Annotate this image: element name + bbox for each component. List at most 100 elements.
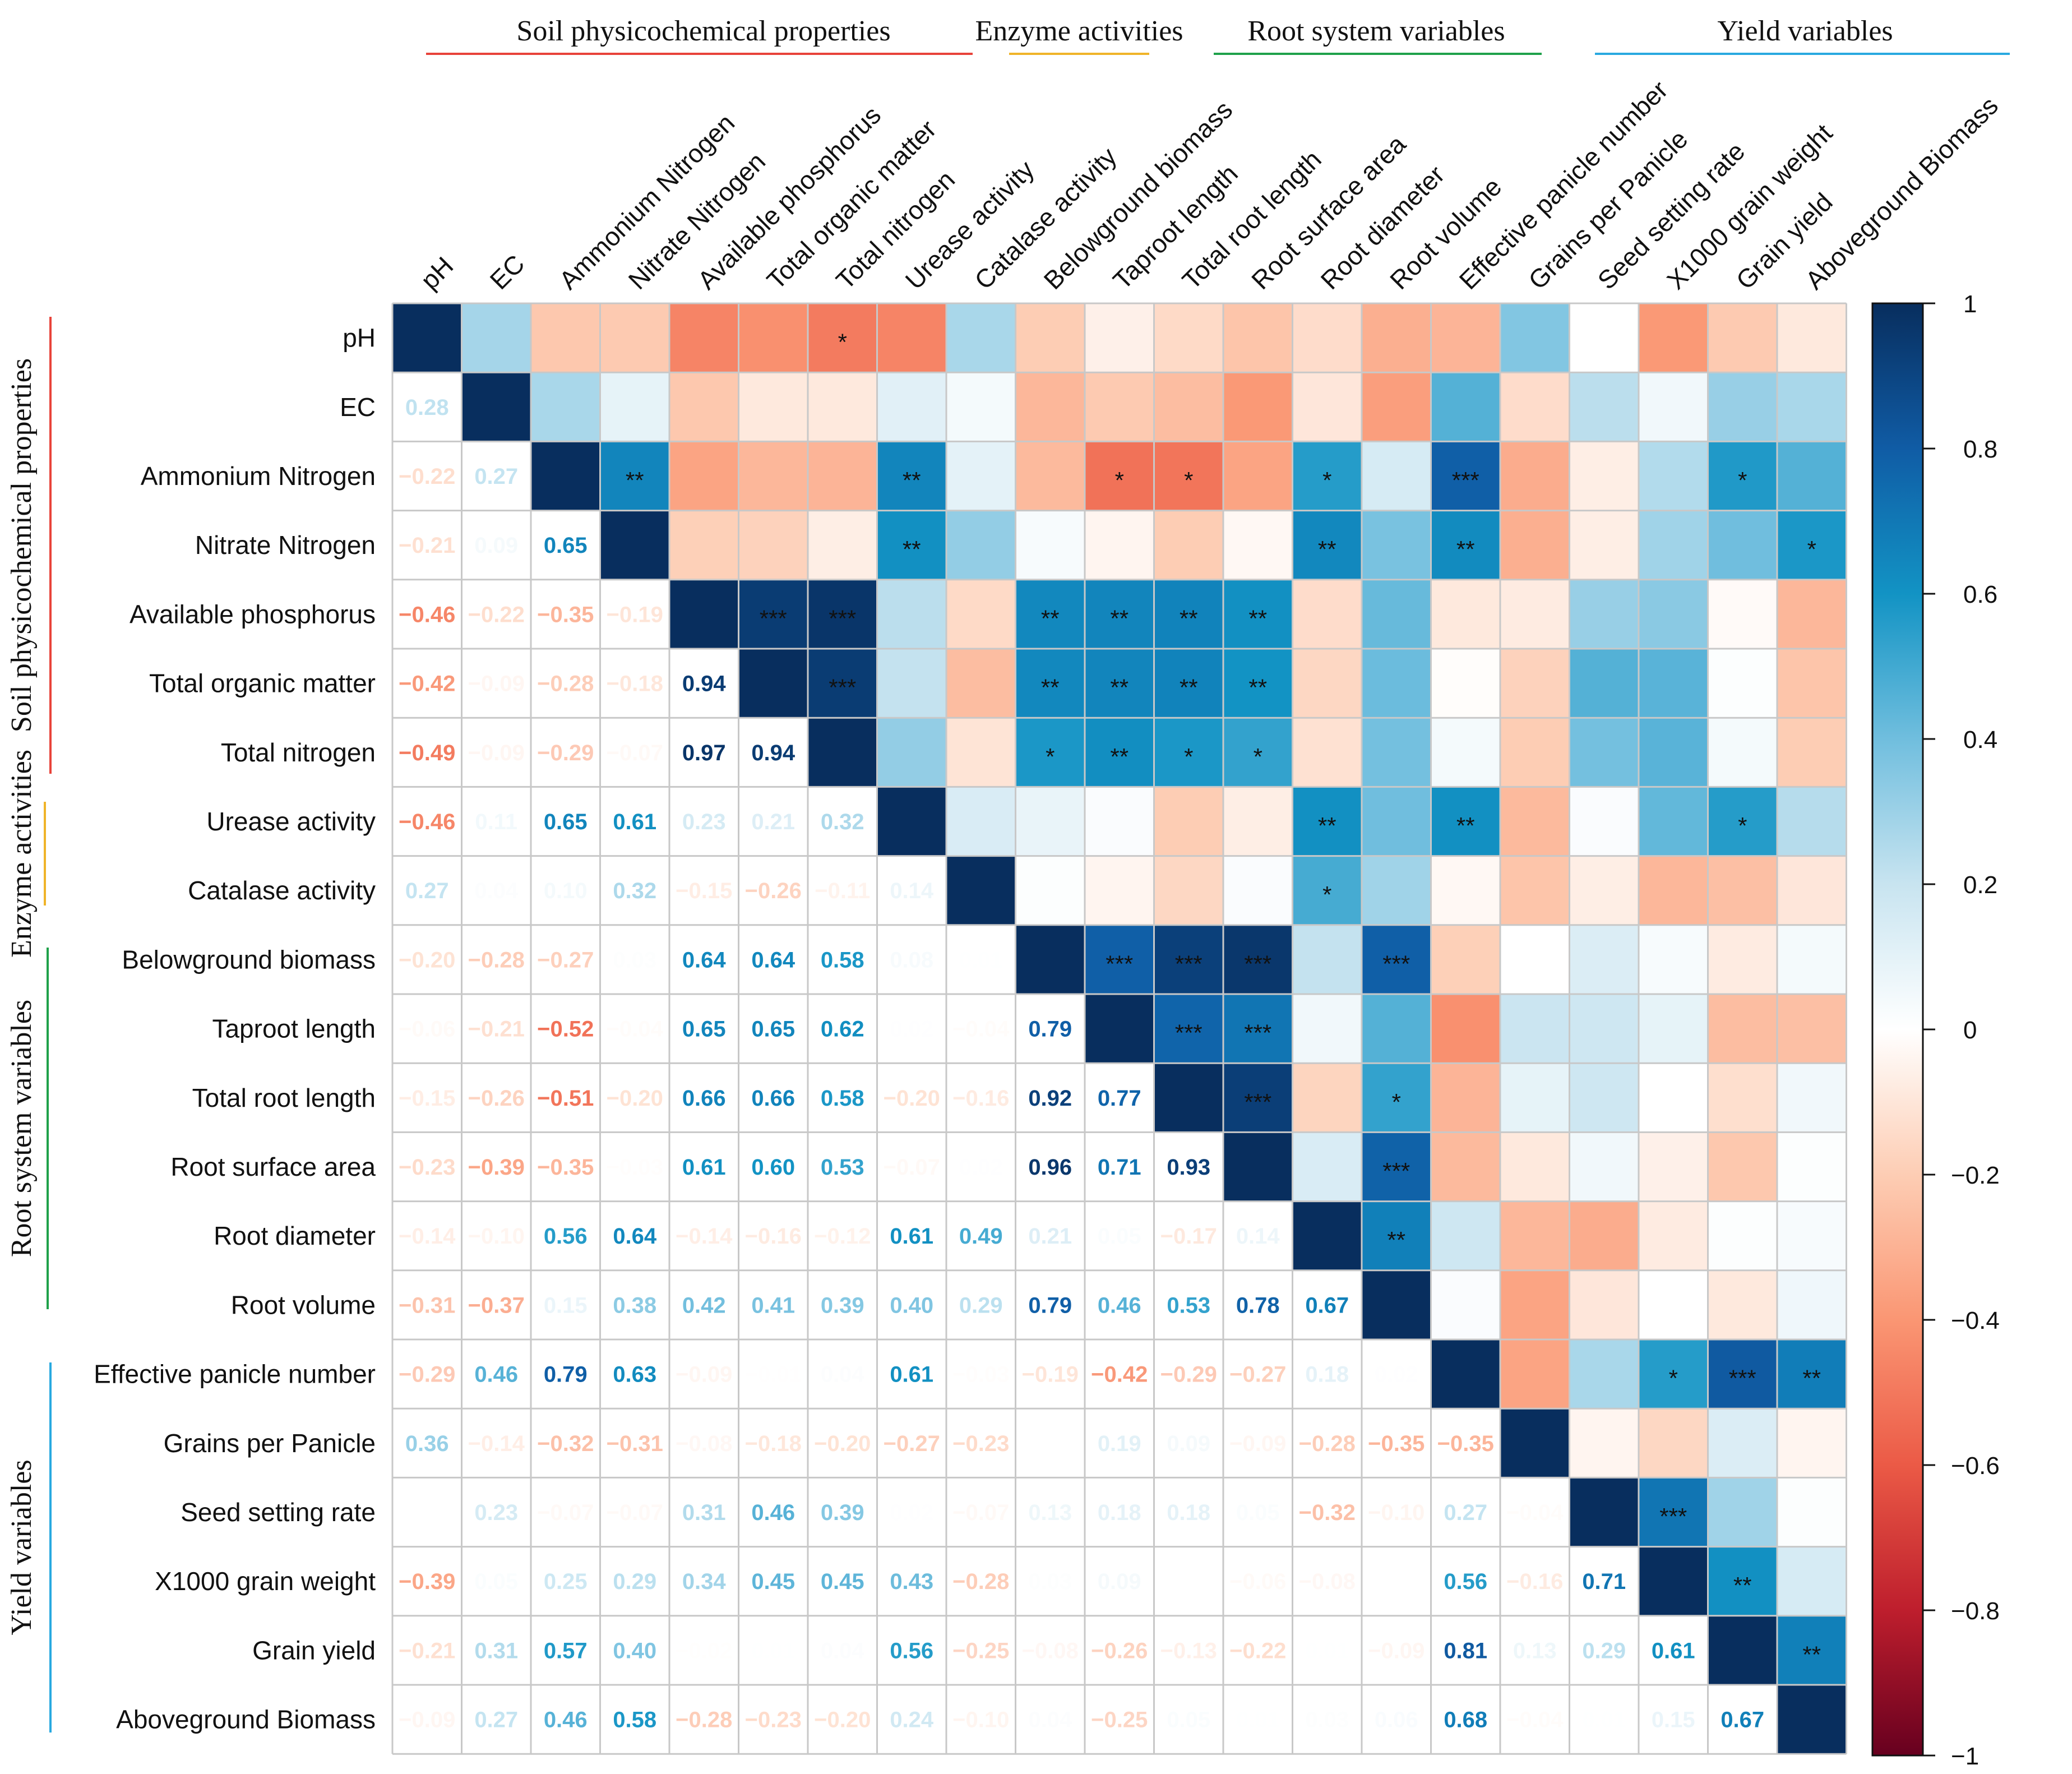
cell-value-14-11: 0.53 bbox=[1167, 1293, 1210, 1318]
cell-square-4-12 bbox=[1223, 579, 1293, 649]
cell-square-0-3 bbox=[600, 303, 669, 373]
star-3-13: ** bbox=[1318, 536, 1336, 562]
cell-square-11-16 bbox=[1500, 1063, 1570, 1133]
cell-square-6-8 bbox=[946, 718, 1016, 787]
cell-value-14-1: −0.37 bbox=[468, 1293, 525, 1318]
cell-value-18-5: 0.45 bbox=[751, 1569, 795, 1594]
cell-value-15-14: 0.02 bbox=[1375, 1362, 1418, 1387]
cell-value-18-2: 0.25 bbox=[544, 1569, 588, 1594]
cell-value-19-5: 0.01 bbox=[751, 1638, 795, 1663]
cell-value-12-8: 0.02 bbox=[959, 1155, 1003, 1180]
cell-value-16-7: −0.27 bbox=[884, 1431, 940, 1456]
cell-square-7-11 bbox=[1154, 787, 1223, 856]
cell-square-0-5 bbox=[738, 303, 808, 373]
cell-square-11-15 bbox=[1431, 1063, 1500, 1133]
cell-square-9-17 bbox=[1569, 925, 1639, 994]
cell-square-3-5 bbox=[738, 510, 808, 580]
star-11-12: *** bbox=[1244, 1089, 1271, 1115]
cell-square-19-19 bbox=[1708, 1615, 1777, 1685]
cell-value-6-3: −0.07 bbox=[607, 741, 663, 765]
cell-square-3-6 bbox=[808, 510, 877, 580]
star-13-14: ** bbox=[1387, 1227, 1405, 1253]
cell-square-0-6 bbox=[808, 303, 877, 373]
cell-square-10-20 bbox=[1777, 994, 1847, 1064]
cell-value-14-10: 0.46 bbox=[1098, 1293, 1141, 1318]
cell-square-16-19 bbox=[1708, 1408, 1777, 1478]
cell-value-16-4: −0.08 bbox=[676, 1431, 732, 1456]
cell-square-6-9 bbox=[1015, 718, 1085, 787]
row-label-7: Urease activity bbox=[206, 807, 376, 836]
cell-square-8-12 bbox=[1223, 856, 1293, 925]
cell-value-15-12: −0.27 bbox=[1229, 1362, 1286, 1387]
cell-square-0-18 bbox=[1639, 303, 1708, 373]
cell-square-5-12 bbox=[1223, 649, 1293, 718]
cell-square-7-15 bbox=[1431, 787, 1500, 856]
cell-value-11-7: −0.20 bbox=[884, 1086, 940, 1111]
cell-square-8-18 bbox=[1639, 856, 1708, 925]
cell-value-13-8: 0.49 bbox=[959, 1224, 1003, 1249]
cell-value-19-12: −0.22 bbox=[1229, 1638, 1286, 1663]
cell-square-9-19 bbox=[1708, 925, 1777, 994]
cell-square-3-17 bbox=[1569, 510, 1639, 580]
star-2-10: * bbox=[1115, 467, 1124, 493]
cell-square-5-6 bbox=[808, 649, 877, 718]
cell-square-7-19 bbox=[1708, 787, 1777, 856]
star-2-11: * bbox=[1184, 467, 1193, 493]
cell-value-17-4: 0.31 bbox=[682, 1500, 726, 1525]
row-label-20: Aboveground Biomass bbox=[116, 1705, 376, 1734]
star-18-19: ** bbox=[1733, 1572, 1752, 1599]
col-label-13: Root diameter bbox=[1315, 160, 1450, 295]
cell-value-12-11: 0.93 bbox=[1167, 1155, 1210, 1180]
cell-value-17-16: −0.04 bbox=[1506, 1500, 1564, 1525]
group-title-left-3: Yield variables bbox=[6, 1459, 38, 1635]
cell-value-19-8: −0.25 bbox=[952, 1638, 1009, 1663]
group-title-top-1: Enzyme activities bbox=[975, 15, 1183, 47]
star-17-18: *** bbox=[1659, 1503, 1687, 1530]
cell-square-8-19 bbox=[1708, 856, 1777, 925]
cell-value-11-1: −0.26 bbox=[468, 1086, 525, 1111]
cell-square-4-9 bbox=[1015, 579, 1085, 649]
cell-square-10-18 bbox=[1639, 994, 1708, 1064]
cell-value-12-2: −0.35 bbox=[537, 1155, 594, 1180]
star-5-11: ** bbox=[1180, 675, 1198, 701]
cell-value-9-4: 0.64 bbox=[682, 948, 727, 972]
cell-value-6-1: −0.09 bbox=[468, 741, 525, 765]
row-label-2: Ammonium Nitrogen bbox=[141, 461, 376, 491]
col-label-6: Total nitrogen bbox=[830, 165, 960, 295]
cell-square-10-15 bbox=[1431, 994, 1500, 1064]
star-0-6: * bbox=[838, 329, 847, 355]
cell-square-10-13 bbox=[1292, 994, 1362, 1064]
cell-value-19-9: −0.08 bbox=[1022, 1638, 1079, 1663]
cell-value-12-9: 0.96 bbox=[1028, 1155, 1072, 1180]
star-6-11: * bbox=[1184, 743, 1193, 770]
cell-square-11-19 bbox=[1708, 1063, 1777, 1133]
cell-value-15-3: 0.63 bbox=[613, 1362, 656, 1387]
cell-square-6-10 bbox=[1085, 718, 1154, 787]
cell-square-17-19 bbox=[1708, 1477, 1777, 1547]
row-label-11: Total root length bbox=[192, 1083, 376, 1112]
cell-value-20-2: 0.46 bbox=[544, 1708, 588, 1733]
cell-value-15-8: −0.03 bbox=[952, 1362, 1009, 1387]
cell-square-15-17 bbox=[1569, 1339, 1639, 1409]
cell-square-15-20 bbox=[1777, 1339, 1847, 1409]
cell-square-18-20 bbox=[1777, 1546, 1847, 1616]
cell-value-16-15: −0.35 bbox=[1437, 1431, 1494, 1456]
cell-value-12-7: −0.07 bbox=[884, 1155, 940, 1180]
cell-square-0-12 bbox=[1223, 303, 1293, 373]
cell-square-2-4 bbox=[669, 441, 739, 511]
cell-value-18-9: 0.03 bbox=[1028, 1569, 1072, 1594]
cell-square-2-7 bbox=[877, 441, 946, 511]
star-3-15: ** bbox=[1456, 536, 1475, 562]
cell-square-6-14 bbox=[1362, 718, 1431, 787]
cell-square-10-11 bbox=[1154, 994, 1223, 1064]
cell-square-1-15 bbox=[1431, 372, 1500, 442]
cell-value-7-1: 0.11 bbox=[475, 810, 517, 834]
cell-value-8-1: 0.04 bbox=[474, 879, 519, 903]
cell-value-17-5: 0.46 bbox=[751, 1500, 795, 1525]
cell-value-5-2: −0.28 bbox=[537, 672, 594, 696]
star-7-13: ** bbox=[1318, 812, 1336, 839]
cell-value-4-1: −0.22 bbox=[468, 602, 525, 627]
cell-square-10-17 bbox=[1569, 994, 1639, 1064]
group-annotations: Soil physicochemical properties Soil phys… bbox=[6, 15, 2010, 1733]
cell-square-2-10 bbox=[1085, 441, 1154, 511]
